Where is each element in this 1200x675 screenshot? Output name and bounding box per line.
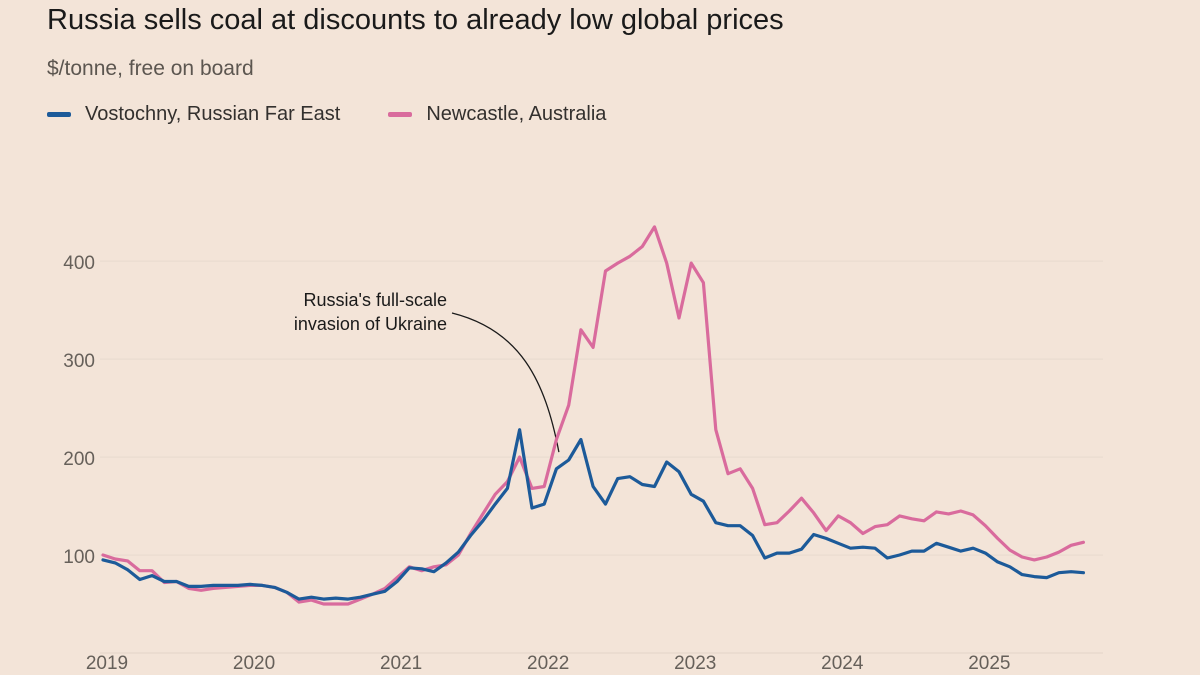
y-tick-label-300: 300 [63,351,95,372]
grid-layer [100,260,1103,654]
legend-swatch-newcastle [388,112,413,117]
x-tick-label-2021: 2021 [380,653,422,674]
y-tick-label-100: 100 [63,547,95,568]
legend-label-vostochny: Vostochny, Russian Far East [85,103,341,125]
y-tick-label-200: 200 [63,449,95,470]
chart-title: Russia sells coal at discounts to alread… [47,4,784,36]
annotation-text-line2: invasion of Ukraine [294,314,447,334]
x-tick-label-2025: 2025 [968,653,1010,674]
series-layer [101,225,1085,606]
legend: Vostochny, Russian Far East Newcastle, A… [47,103,654,126]
x-tick-label-2024: 2024 [821,653,864,674]
chart-subtitle: $/tonne, free on board [47,57,254,80]
annotation-text-line1: Russia's full-scale [304,290,447,310]
legend-item-vostochny: Vostochny, Russian Far East [47,103,340,126]
y-tick-label-400: 400 [63,253,95,274]
y-axis: 100 200 300 400 [63,253,95,568]
x-tick-label-2022: 2022 [527,653,569,674]
legend-swatch-vostochny [47,112,71,117]
annotation-connector [451,312,560,453]
series-line-newcastle [101,225,1085,606]
x-tick-label-2023: 2023 [674,653,716,674]
x-tick-label-2019: 2019 [86,653,128,674]
x-axis: 2019 2020 2021 2022 2023 2024 2025 [86,653,1011,674]
legend-item-newcastle: Newcastle, Australia [388,103,606,126]
series-line-vostochny [101,428,1085,601]
x-tick-label-2020: 2020 [233,653,275,674]
annotation: Russia's full-scale invasion of Ukraine [294,290,560,453]
legend-label-newcastle: Newcastle, Australia [426,103,607,125]
